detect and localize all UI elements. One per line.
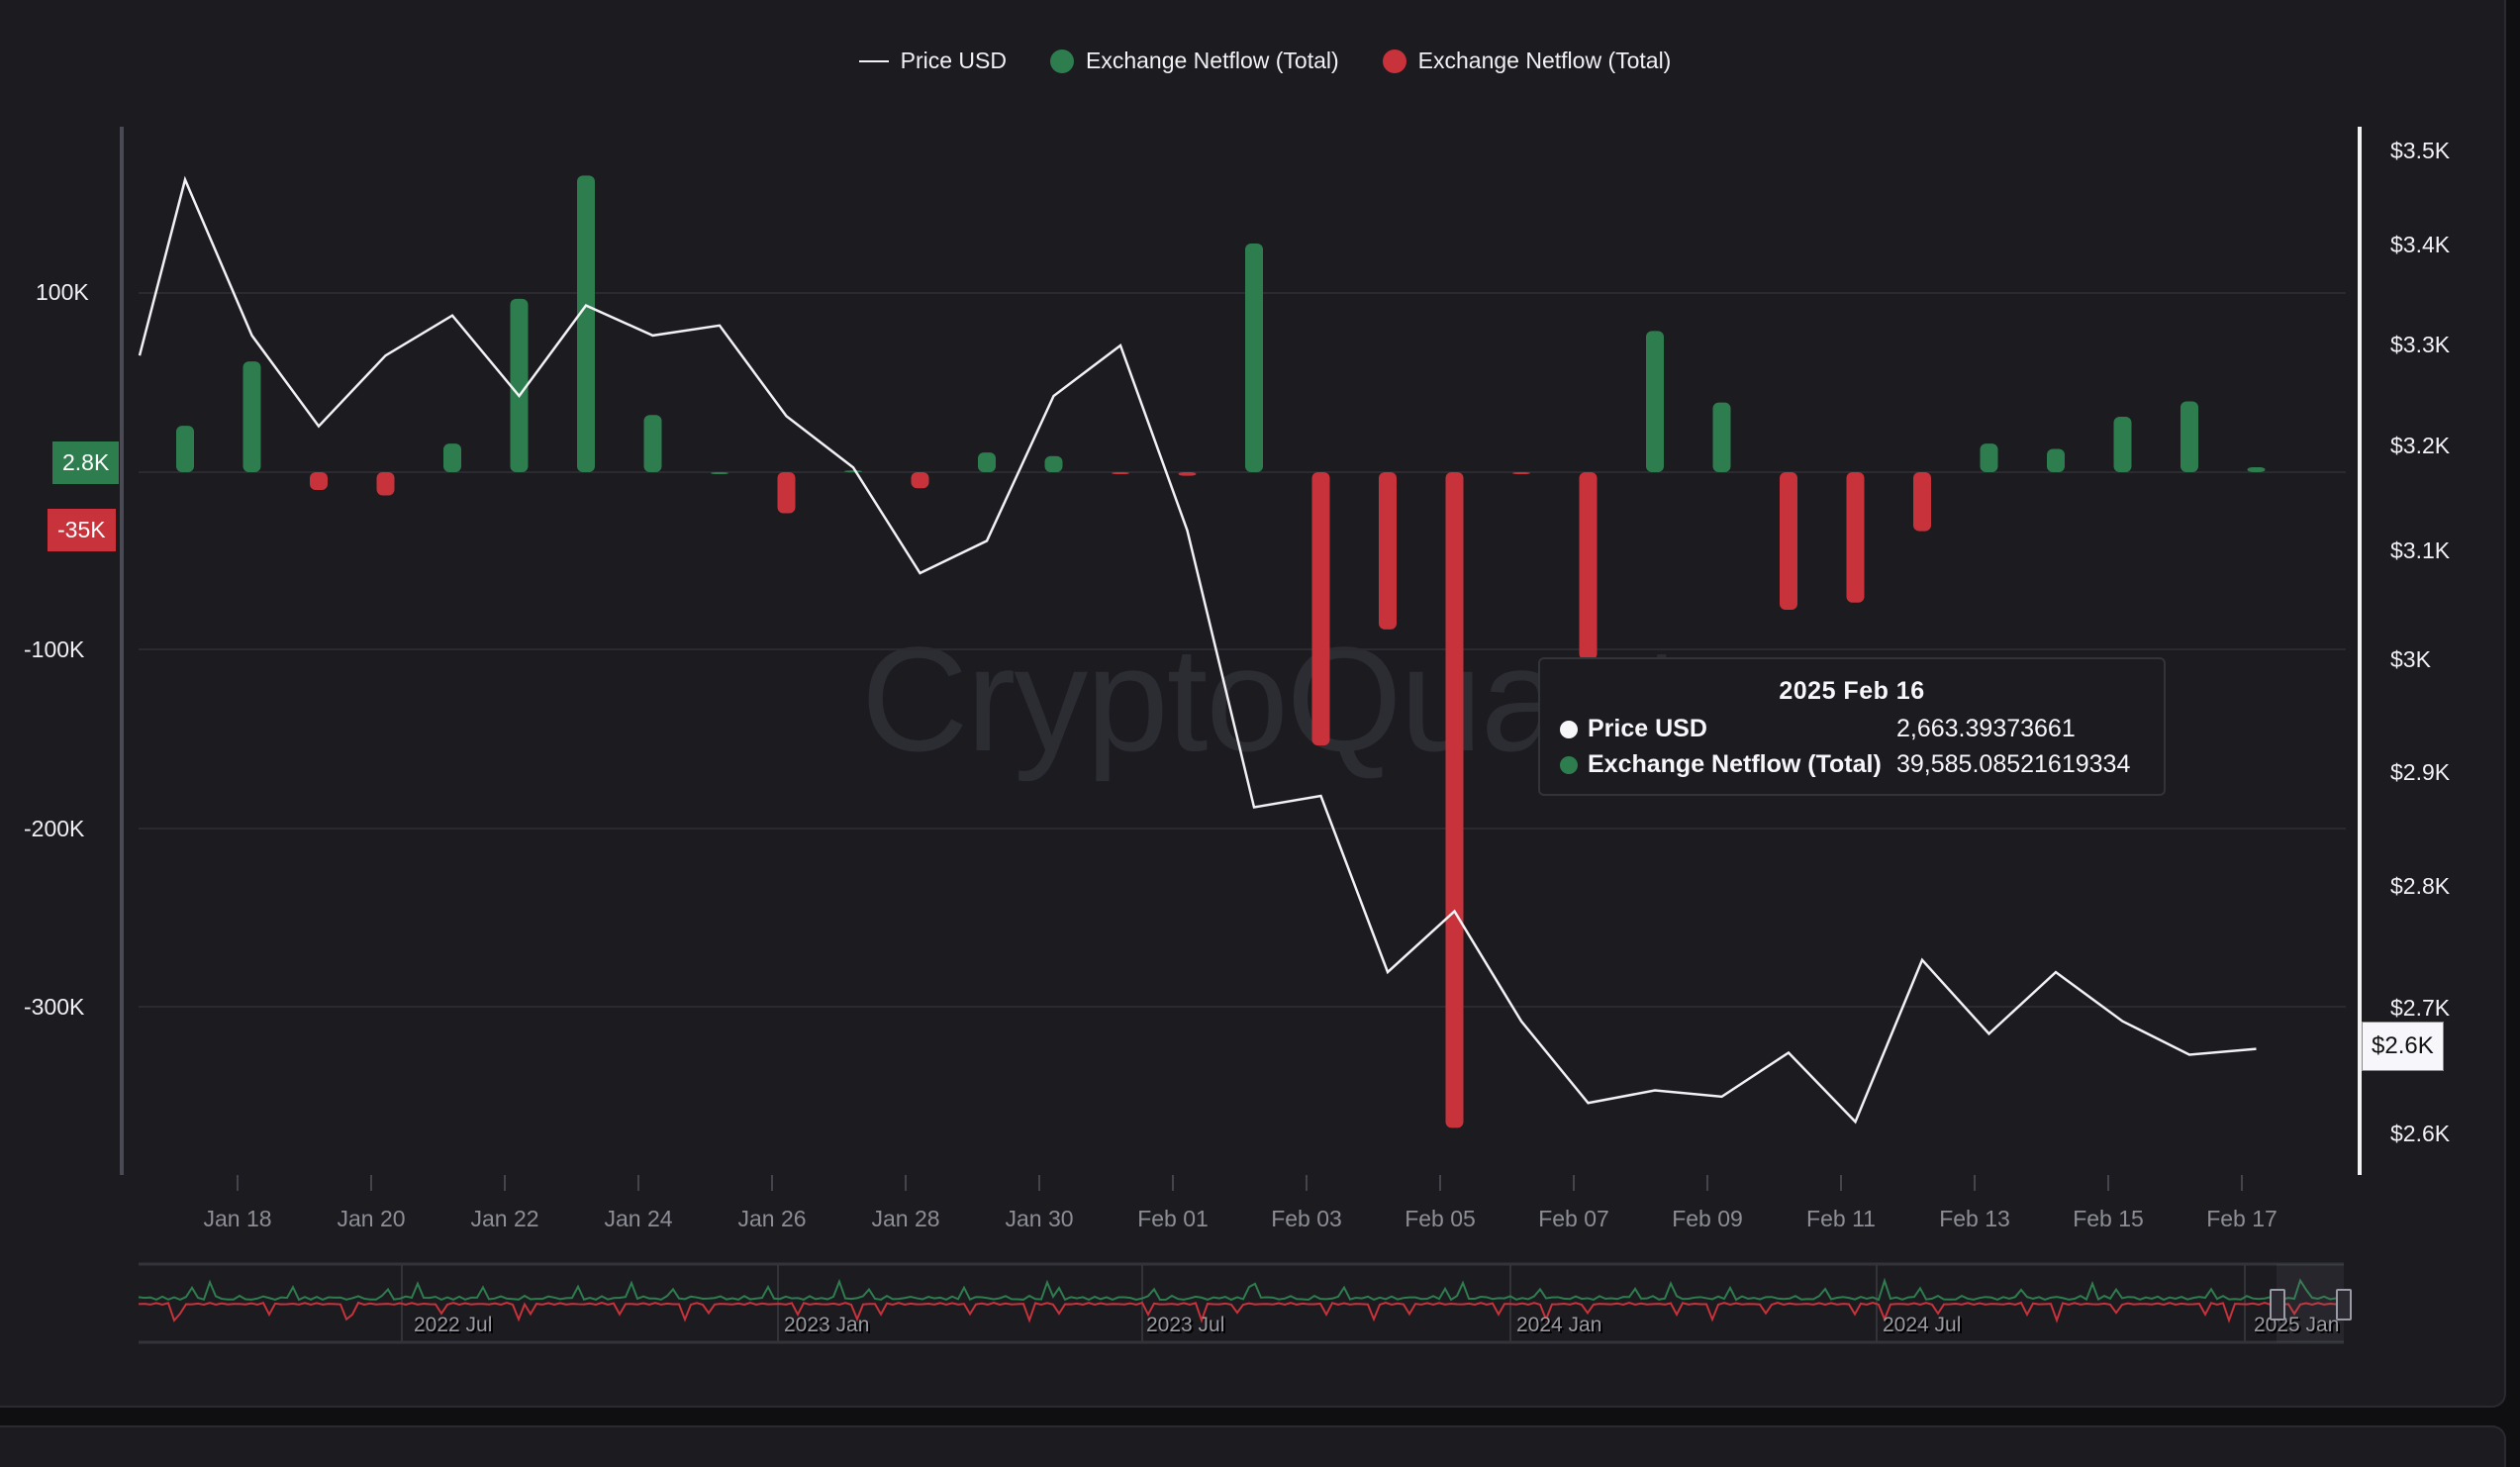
navigator-label: 2023 Jul [1146,1314,1225,1336]
tooltip-label: Exchange Netflow (Total) [1588,750,1882,778]
chart-legend: Price USD Exchange Netflow (Total) Excha… [0,48,2520,74]
x-axis-tick: Feb 07 [1538,1206,1609,1231]
x-axis-tick: Jan 20 [337,1206,406,1231]
legend-item-netflow-positive[interactable]: Exchange Netflow (Total) [1049,48,1339,74]
tooltip-value: 2,663.39373661 [1896,715,2076,742]
tooltip-title: 2025 Feb 16 [1779,677,1925,705]
legend-item-netflow-negative[interactable]: Exchange Netflow (Total) [1382,48,1672,74]
red-dot-icon [1382,49,1406,73]
right-axis-tick: $3.2K [2390,433,2451,458]
tooltip-row-price: Price USD [1560,715,1707,743]
x-axis-tick: Feb 03 [1271,1206,1342,1231]
current-price-badge: $2.6K [2362,1022,2444,1071]
tooltip: 2025 Feb 16 Price USD 2,663.39373661 Exc… [1538,657,2166,796]
right-axis-tick: $3.1K [2390,538,2451,563]
x-axis-tick: Jan 28 [871,1206,940,1231]
navigator-right-handle[interactable] [2336,1289,2352,1320]
x-axis-tick: Jan 22 [470,1206,539,1231]
green-dot-icon [1049,49,1074,73]
x-axis-tick: Feb 13 [1939,1206,2010,1231]
tooltip-row-netflow: Exchange Netflow (Total) [1560,750,1882,779]
right-axis-tick: $3.5K [2390,138,2451,163]
green-dot-icon [1560,755,1578,774]
right-axis-tick: $2.6K [2390,1121,2451,1146]
navigator-left-handle[interactable] [2270,1289,2285,1320]
right-axis-tick: $3K [2390,646,2431,672]
navigator-label: 2024 Jan [1516,1314,1602,1336]
line-icon [858,59,889,62]
x-axis-tick: Feb 05 [1405,1206,1476,1231]
left-axis-tick: -300K [24,994,85,1020]
legend-label: Price USD [900,48,1007,73]
right-axis-tick: $3.3K [2390,332,2451,357]
netflow-positive-badge: 2.8K [52,441,120,484]
white-dot-icon [1560,720,1578,738]
x-axis-tick: Jan 18 [203,1206,272,1231]
tooltip-label: Price USD [1588,715,1707,742]
left-axis-tick: -200K [24,816,85,841]
x-axis-tick: Jan 24 [604,1206,673,1231]
navigator-label: 2023 Jan [784,1314,870,1336]
x-axis-tick: Feb 01 [1137,1206,1209,1231]
right-axis-tick: $2.8K [2390,873,2451,899]
navigator-label: 2025 Jan [2254,1314,2340,1336]
x-axis-tick: Jan 30 [1005,1206,1074,1231]
right-axis-tick: $2.7K [2390,995,2451,1021]
left-axis-tick: 100K [36,279,89,305]
legend-label: Exchange Netflow (Total) [1417,48,1672,73]
legend-label: Exchange Netflow (Total) [1085,48,1339,73]
right-axis-tick: $3.4K [2390,232,2451,257]
navigator-label: 2022 Jul [414,1314,493,1336]
navigator-label: 2024 Jul [1883,1314,1962,1336]
netflow-negative-badge: -35K [48,509,116,551]
left-axis-tick: -100K [24,636,85,662]
right-axis-tick: $2.9K [2390,759,2451,785]
x-axis-tick: Feb 11 [1806,1206,1876,1231]
x-axis-tick: Jan 26 [737,1206,807,1231]
tooltip-value: 39,585.08521619334 [1896,750,2131,778]
x-axis-tick: Feb 09 [1672,1206,1743,1231]
legend-item-price[interactable]: Price USD [858,48,1007,74]
x-axis-tick: Feb 15 [2073,1206,2144,1231]
x-axis-tick: Feb 17 [2206,1206,2278,1231]
